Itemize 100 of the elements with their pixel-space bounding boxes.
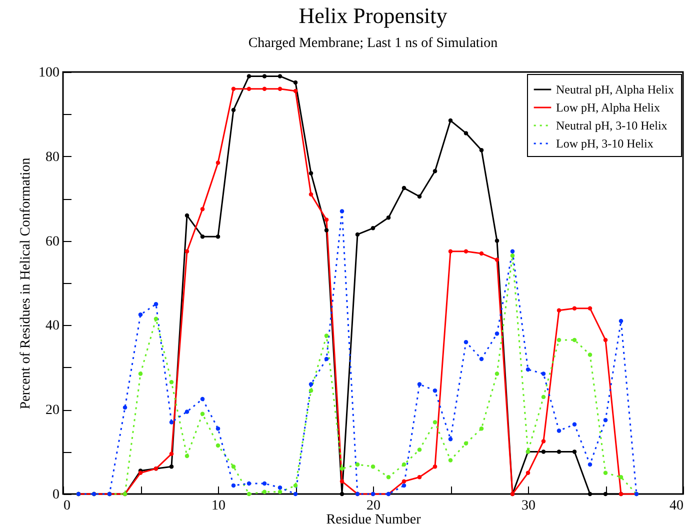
point bbox=[572, 450, 577, 454]
point bbox=[402, 462, 406, 467]
point bbox=[588, 462, 592, 467]
point bbox=[154, 316, 158, 321]
point bbox=[572, 422, 577, 426]
point bbox=[184, 213, 190, 218]
point bbox=[448, 249, 453, 254]
point bbox=[231, 483, 236, 488]
point bbox=[588, 492, 592, 496]
point bbox=[464, 441, 468, 446]
point bbox=[541, 372, 546, 376]
point bbox=[556, 338, 562, 342]
legend-label: Low pH, 3-10 Helix bbox=[556, 136, 654, 150]
point bbox=[494, 258, 500, 262]
point bbox=[324, 356, 329, 362]
point bbox=[603, 418, 608, 422]
point bbox=[216, 443, 220, 448]
point bbox=[262, 481, 267, 486]
point bbox=[324, 334, 329, 338]
point bbox=[464, 340, 468, 344]
point bbox=[603, 470, 608, 476]
point bbox=[200, 207, 205, 212]
point bbox=[494, 332, 500, 336]
point bbox=[479, 148, 484, 152]
y-axis-title: Percent of Residues in Helical Conformation bbox=[18, 158, 34, 410]
point bbox=[479, 251, 484, 256]
point bbox=[308, 382, 314, 386]
point bbox=[432, 388, 438, 393]
point bbox=[138, 312, 143, 317]
point bbox=[169, 464, 174, 469]
point bbox=[262, 74, 267, 78]
point bbox=[448, 118, 453, 123]
point bbox=[417, 448, 422, 452]
point bbox=[603, 338, 608, 342]
point bbox=[541, 439, 546, 444]
point bbox=[340, 466, 344, 471]
point bbox=[448, 458, 453, 462]
chart-subtitle: Charged Membrane; Last 1 ns of Simulation bbox=[248, 36, 498, 51]
x-axis-title: Residue Number bbox=[326, 512, 422, 528]
y-tick-label: 100 bbox=[38, 66, 60, 80]
point bbox=[169, 380, 174, 384]
legend-label: Neutral pH, Alpha Helix bbox=[556, 82, 674, 96]
point bbox=[386, 215, 391, 220]
point bbox=[494, 238, 500, 243]
point bbox=[494, 372, 500, 376]
point bbox=[293, 492, 298, 496]
y-tick-label: 20 bbox=[46, 403, 60, 418]
point bbox=[417, 475, 422, 480]
point bbox=[340, 492, 344, 496]
point bbox=[278, 74, 282, 78]
point bbox=[618, 475, 624, 480]
point bbox=[246, 86, 252, 91]
point bbox=[572, 306, 577, 310]
point bbox=[370, 226, 376, 230]
point bbox=[216, 160, 220, 165]
point bbox=[370, 464, 376, 469]
y-tick-label: 40 bbox=[46, 318, 60, 334]
point bbox=[432, 420, 438, 424]
chart-title: Helix Propensity bbox=[298, 3, 448, 28]
point bbox=[355, 232, 360, 237]
point bbox=[184, 410, 190, 414]
point bbox=[402, 483, 406, 488]
point bbox=[417, 194, 422, 199]
point bbox=[526, 470, 530, 476]
point bbox=[464, 249, 468, 254]
point bbox=[154, 302, 158, 306]
point bbox=[246, 74, 252, 78]
point bbox=[246, 492, 252, 496]
point bbox=[184, 454, 190, 458]
point bbox=[432, 464, 438, 469]
point bbox=[448, 437, 453, 442]
point bbox=[122, 405, 128, 410]
point bbox=[216, 426, 220, 431]
point bbox=[278, 490, 282, 494]
point bbox=[200, 412, 205, 416]
point bbox=[588, 306, 592, 310]
point bbox=[200, 234, 205, 239]
point bbox=[541, 450, 546, 454]
x-tick-label: 40 bbox=[670, 498, 684, 514]
point bbox=[556, 308, 562, 313]
point bbox=[324, 228, 329, 232]
point bbox=[184, 249, 190, 254]
x-tick-label: 20 bbox=[366, 498, 380, 514]
point bbox=[432, 169, 438, 174]
point bbox=[340, 209, 344, 214]
point bbox=[556, 428, 562, 433]
y-tick-label: 80 bbox=[46, 150, 60, 165]
point bbox=[588, 352, 592, 357]
point bbox=[231, 464, 236, 469]
point bbox=[278, 86, 282, 91]
point bbox=[526, 367, 530, 372]
point bbox=[246, 481, 252, 486]
point bbox=[231, 86, 236, 91]
point bbox=[479, 356, 484, 362]
point bbox=[278, 486, 282, 490]
point bbox=[169, 452, 174, 456]
point bbox=[355, 462, 360, 467]
point bbox=[308, 388, 314, 393]
point bbox=[308, 192, 314, 196]
point bbox=[541, 394, 546, 400]
